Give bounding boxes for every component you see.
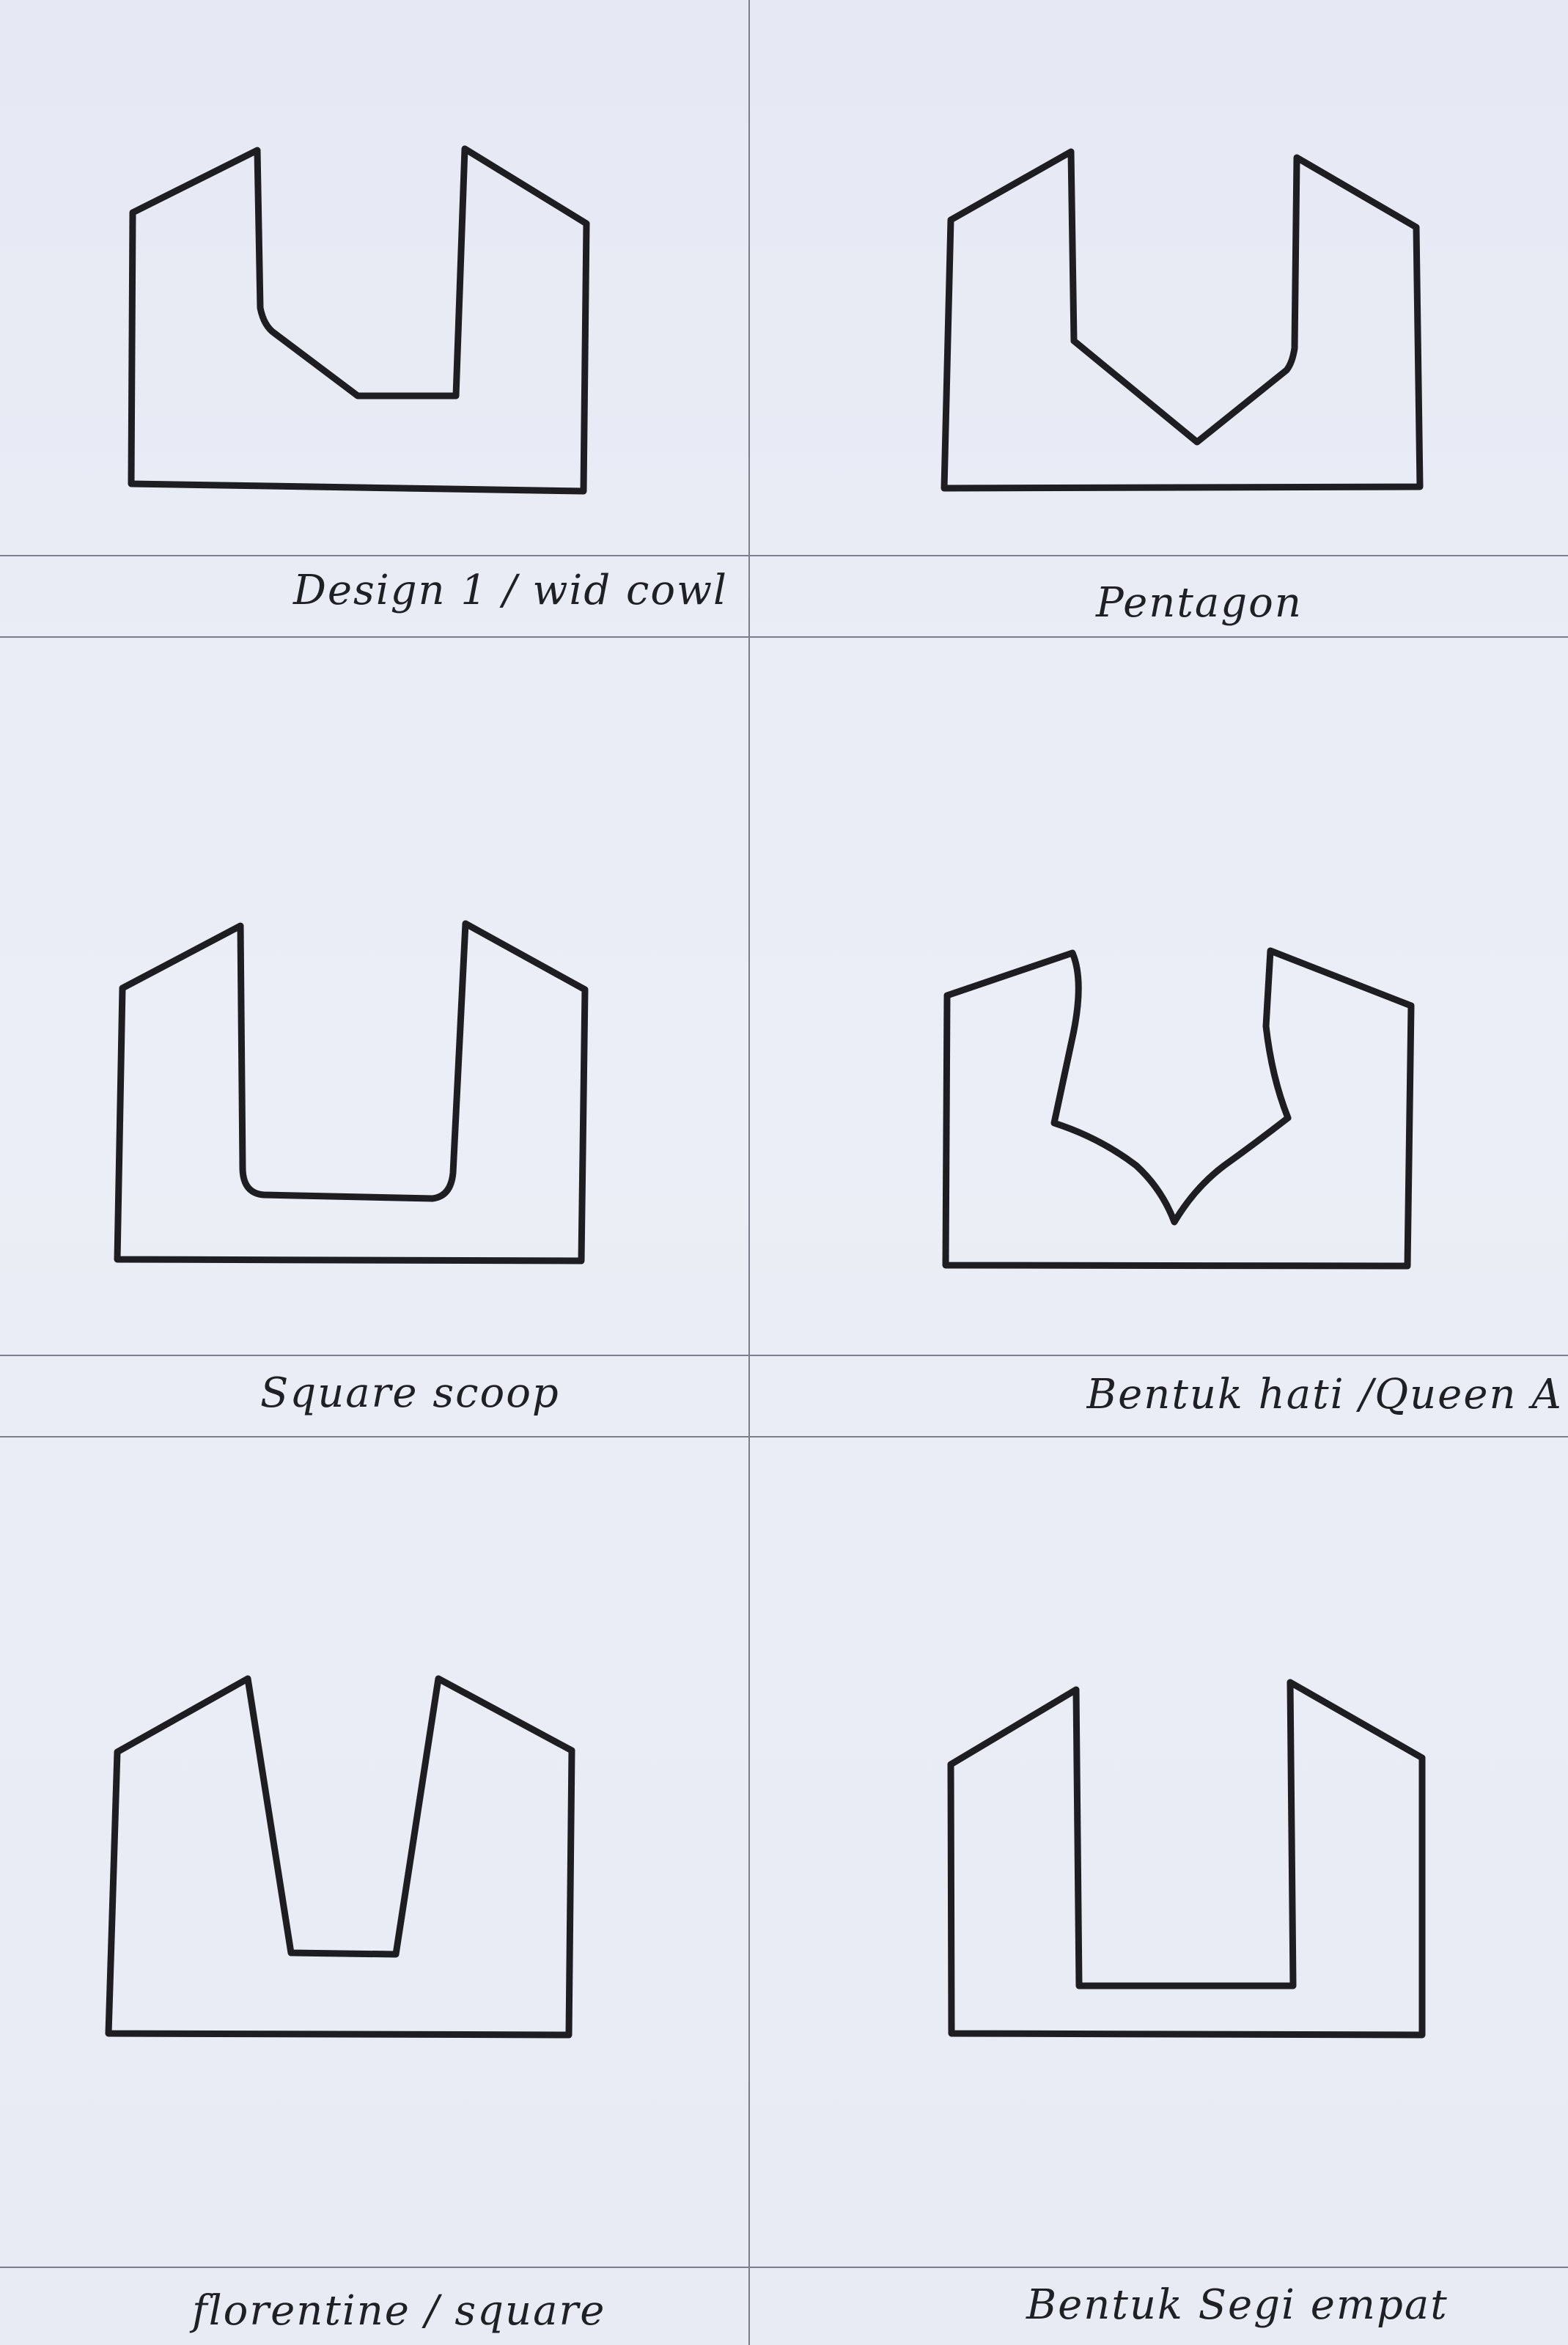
caption-square-scoop: Square scoop (260, 1369, 560, 1417)
neckline-shape-queen-anne (942, 947, 1415, 1270)
caption-pentagon: Pentagon (1096, 579, 1303, 627)
caption-row-3-top-line (0, 2267, 1568, 2268)
caption-florentine: florentine / square (192, 2287, 606, 2335)
neckline-shape-square-scoop (114, 920, 589, 1264)
caption-row-2-top-line (0, 1355, 1568, 1356)
neckline-shape-florentine (105, 1675, 575, 2039)
neckline-shape-square (947, 1679, 1426, 2039)
caption-row-1-top-line (0, 555, 1568, 556)
caption-segi-empat: Bentuk Segi empat (1026, 2281, 1449, 2329)
caption-design-1: Design 1 / wid cowl (293, 567, 728, 614)
caption-row-1-bottom-line (0, 636, 1568, 638)
neckline-shape-pentagon (941, 148, 1424, 492)
neckline-shape-wide-cowl (128, 145, 590, 495)
caption-queen-anne: Bentuk hati /Queen Anne (1086, 1371, 1563, 1418)
caption-row-2-bottom-line (0, 1436, 1568, 1437)
center-divider-line (748, 0, 750, 2345)
